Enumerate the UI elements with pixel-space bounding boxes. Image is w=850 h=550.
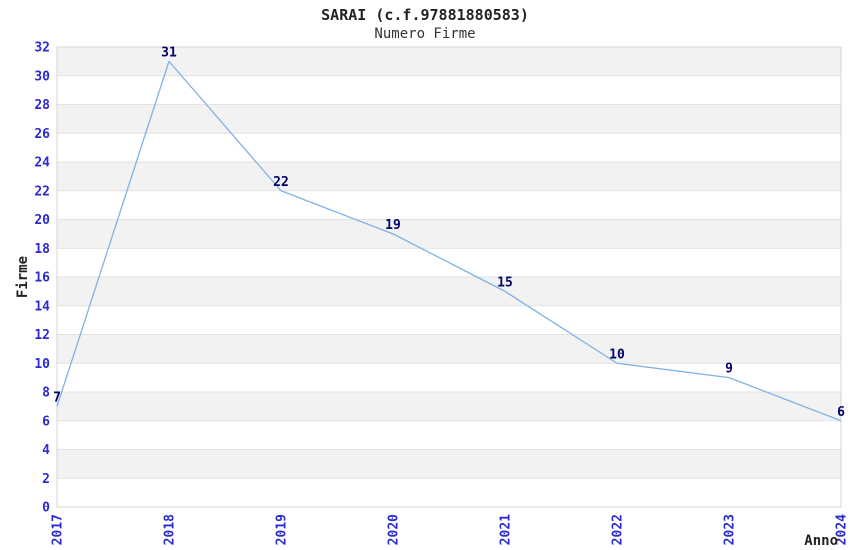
data-line [56,60,842,422]
data-point-label: 19 [385,218,401,233]
plot-band [57,47,841,76]
data-point-label: 31 [161,45,177,60]
y-tick-label: 26 [34,127,50,142]
y-tick-label: 30 [34,69,50,84]
y-tick-label: 2 [42,472,50,487]
y-tick-label: 24 [34,156,50,171]
x-axis-title: Anno [804,533,838,549]
y-tick-label: 20 [34,213,50,228]
x-tick-label: 2022 [611,514,626,545]
y-tick-label: 28 [34,98,50,113]
plot-band [57,277,841,306]
plot-band [57,133,841,162]
plot-border [56,46,842,508]
y-tick-label: 0 [42,501,50,516]
plot-band [57,334,841,364]
y-tick-label: 22 [34,184,50,199]
plot-band [57,478,841,507]
y-tick-label: 16 [34,271,50,286]
y-tick-label: 18 [34,242,50,257]
plot-band [57,104,841,134]
plot-band [57,190,841,220]
y-tick-label: 8 [42,386,50,401]
x-tick-label: 2021 [499,514,514,545]
chart-subtitle: Numero Firme [374,26,476,42]
x-tick-label: 2019 [275,514,290,545]
x-tick-label: 2017 [51,514,66,545]
plot-band [57,162,841,191]
plot-band [57,363,841,392]
x-tick-label: 2018 [163,514,178,545]
y-tick-label: 32 [34,41,50,56]
data-point-label: 9 [725,362,733,377]
y-axis-title: Firme [15,256,31,298]
data-point-label: 22 [273,175,289,190]
data-point-label: 15 [497,275,513,290]
y-tick-label: 12 [34,328,50,343]
y-tick-label: 6 [42,414,50,429]
plot-band [57,75,841,105]
plot-band [57,305,841,335]
plot-band [57,449,841,479]
data-point-label: 6 [837,405,845,420]
x-tick-label: 2023 [723,514,738,545]
y-tick-label: 14 [34,299,50,314]
data-point-label: 10 [609,347,625,362]
plot-band [57,392,841,421]
plot-band [57,219,841,249]
x-tick-label: 2020 [387,514,402,545]
y-tick-label: 4 [42,443,50,458]
y-tick-label: 10 [34,357,50,372]
plot-band [57,420,841,450]
x-tick-label: 2024 [835,514,850,545]
chart-title: SARAI (c.f.97881880583) [321,6,529,24]
data-point-label: 7 [53,390,61,405]
